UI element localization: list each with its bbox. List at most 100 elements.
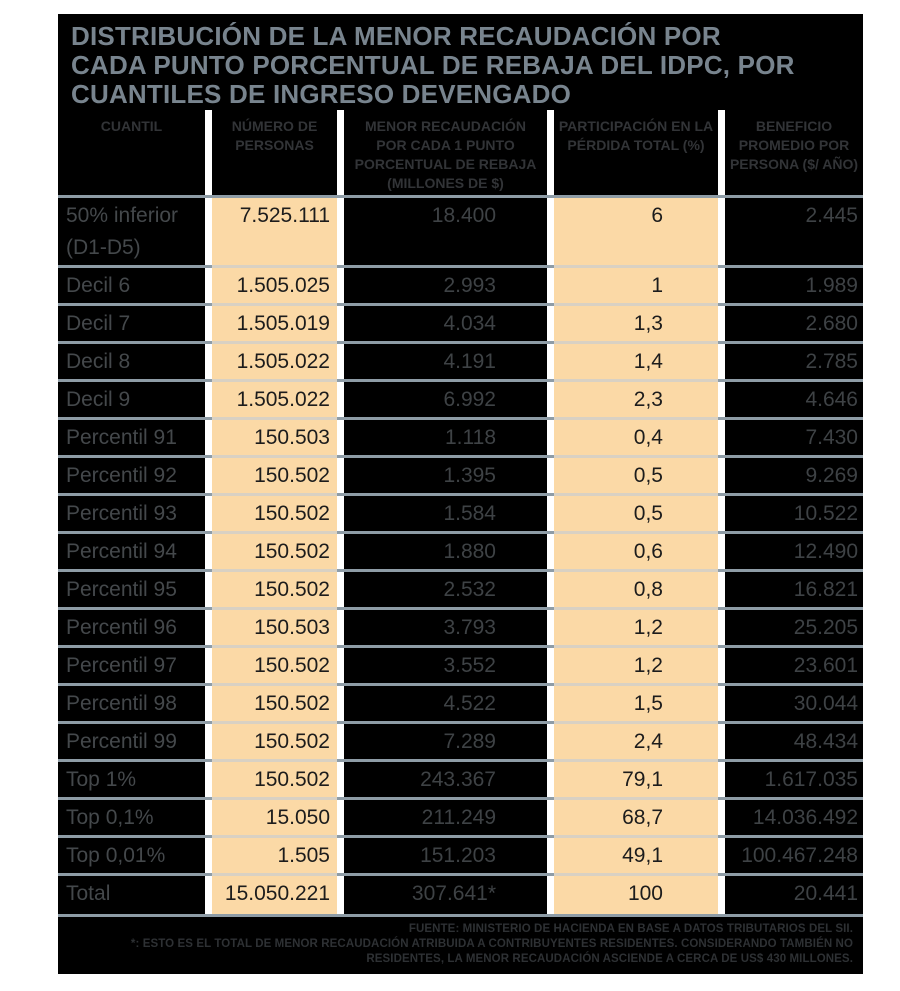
- cell-r10-personas: 150.503: [212, 610, 337, 648]
- cell-r13-participacion: 2,4: [554, 724, 718, 762]
- row-separator-peach: [212, 759, 337, 762]
- row-separator-peach: [554, 569, 718, 572]
- cell-r12-cuantil: Percentil 98: [58, 686, 205, 724]
- cell-r12-personas: 150.502: [212, 686, 337, 724]
- cell-r13-personas: 150.502: [212, 724, 337, 762]
- row-separator-peach: [554, 721, 718, 724]
- row-separator: [58, 379, 863, 382]
- row-separator-peach: [554, 265, 718, 268]
- cell-r14-personas: 150.502: [212, 762, 337, 800]
- row-separator-peach: [554, 379, 718, 382]
- cell-r11-personas: 150.502: [212, 648, 337, 686]
- row-separator-peach: [554, 683, 718, 686]
- cell-r4-beneficio: 4.646: [725, 382, 863, 420]
- cell-r13-beneficio: 48.434: [725, 724, 863, 762]
- cell-r8-recaudacion: 1.880: [344, 534, 547, 572]
- row-separator-peach: [212, 569, 337, 572]
- row-separator: [58, 683, 863, 686]
- cell-r9-personas: 150.502: [212, 572, 337, 610]
- cell-r1-participacion: 1: [554, 268, 718, 306]
- table-title: DISTRIBUCIÓN DE LA MENOR RECAUDACIÓN POR…: [58, 14, 863, 110]
- cell-r2-participacion: 1,3: [554, 306, 718, 344]
- cell-r13-cuantil: Percentil 99: [58, 724, 205, 762]
- row-separator-peach: [554, 607, 718, 610]
- row-separator-peach: [554, 531, 718, 534]
- cell-r17-personas: 15.050.221: [212, 876, 337, 914]
- cell-r15-personas: 15.050: [212, 800, 337, 838]
- cell-r11-cuantil: Percentil 97: [58, 648, 205, 686]
- cell-r12-beneficio: 30.044: [725, 686, 863, 724]
- cell-r9-cuantil: Percentil 95: [58, 572, 205, 610]
- cell-r0-personas: 7.525.111: [212, 198, 337, 268]
- cell-r9-beneficio: 16.821: [725, 572, 863, 610]
- cell-r1-personas: 1.505.025: [212, 268, 337, 306]
- cell-r12-recaudacion: 4.522: [344, 686, 547, 724]
- cell-r16-beneficio: 100.467.248: [725, 838, 863, 876]
- header-beneficio: BENEFICIO PROMEDIO POR PERSONA ($/ AÑO): [725, 110, 863, 198]
- row-separator-peach: [554, 417, 718, 420]
- row-separator-peach: [554, 645, 718, 648]
- cell-r14-participacion: 79,1: [554, 762, 718, 800]
- cell-r1-beneficio: 1.989: [725, 268, 863, 306]
- cell-r6-beneficio: 9.269: [725, 458, 863, 496]
- cell-r4-personas: 1.505.022: [212, 382, 337, 420]
- row-separator-peach: [554, 759, 718, 762]
- row-separator-peach: [212, 379, 337, 382]
- cell-r16-personas: 1.505: [212, 838, 337, 876]
- cell-r16-participacion: 49,1: [554, 838, 718, 876]
- cell-r15-beneficio: 14.036.492: [725, 800, 863, 838]
- cell-r15-recaudacion: 211.249: [344, 800, 547, 838]
- cell-r3-beneficio: 2.785: [725, 344, 863, 382]
- row-separator-peach: [212, 303, 337, 306]
- header-recaudacion: MENOR RECAUDACIÓN POR CADA 1 PUNTO PORCE…: [344, 110, 547, 198]
- cell-r7-personas: 150.502: [212, 496, 337, 534]
- cell-r0-beneficio: 2.445: [725, 198, 863, 268]
- row-separator: [58, 493, 863, 496]
- cell-r7-participacion: 0,5: [554, 496, 718, 534]
- cell-r9-recaudacion: 2.532: [344, 572, 547, 610]
- row-separator-peach: [212, 341, 337, 344]
- row-separator-peach: [212, 835, 337, 838]
- cell-r7-beneficio: 10.522: [725, 496, 863, 534]
- cell-r15-cuantil: Top 0,1%: [58, 800, 205, 838]
- cell-r6-recaudacion: 1.395: [344, 458, 547, 496]
- title-line-2: CADA PUNTO PORCENTUAL DE REBAJA DEL IDPC…: [71, 50, 795, 80]
- cell-r2-recaudacion: 4.034: [344, 306, 547, 344]
- row-separator: [58, 645, 863, 648]
- row-separator-peach: [212, 607, 337, 610]
- cell-r7-cuantil: Percentil 93: [58, 496, 205, 534]
- row-separator-peach: [212, 797, 337, 800]
- cell-r3-participacion: 1,4: [554, 344, 718, 382]
- data-table: CUANTIL NÚMERO DE PERSONAS MENOR RECAUDACI…: [58, 110, 863, 914]
- cell-r0-participacion: 6: [554, 198, 718, 268]
- cell-r17-cuantil: Total: [58, 876, 205, 914]
- row-separator-peach: [554, 493, 718, 496]
- cell-r1-cuantil: Decil 6: [58, 268, 205, 306]
- cell-r5-personas: 150.503: [212, 420, 337, 458]
- header-participacion: PARTICIPACIÓN EN LA PÉRDIDA TOTAL (%): [554, 110, 718, 198]
- title-line-1: DISTRIBUCIÓN DE LA MENOR RECAUDACIÓN POR: [71, 21, 721, 51]
- cell-r2-beneficio: 2.680: [725, 306, 863, 344]
- cell-r17-beneficio: 20.441: [725, 876, 863, 914]
- cell-r8-personas: 150.502: [212, 534, 337, 572]
- row-separator: [58, 531, 863, 534]
- cell-r10-recaudacion: 3.793: [344, 610, 547, 648]
- row-separator-peach: [212, 265, 337, 268]
- title-line-3: CUANTILES DE INGRESO DEVENGADO: [71, 79, 572, 109]
- row-separator-peach: [554, 303, 718, 306]
- row-separator: [58, 303, 863, 306]
- row-separator-peach: [212, 455, 337, 458]
- cell-r16-cuantil: Top 0,01%: [58, 838, 205, 876]
- row-separator-peach: [212, 417, 337, 420]
- cell-r8-participacion: 0,6: [554, 534, 718, 572]
- row-separator-peach: [554, 873, 718, 876]
- table-footnote: FUENTE: MINISTERIO DE HACIENDA EN BASE A…: [58, 914, 863, 974]
- cell-r1-recaudacion: 2.993: [344, 268, 547, 306]
- cell-r10-beneficio: 25.205: [725, 610, 863, 648]
- row-separator: [58, 455, 863, 458]
- cell-r3-cuantil: Decil 8: [58, 344, 205, 382]
- cell-r11-beneficio: 23.601: [725, 648, 863, 686]
- footnote-source: FUENTE: MINISTERIO DE HACIENDA EN BASE A…: [408, 923, 853, 935]
- row-separator: [58, 195, 863, 198]
